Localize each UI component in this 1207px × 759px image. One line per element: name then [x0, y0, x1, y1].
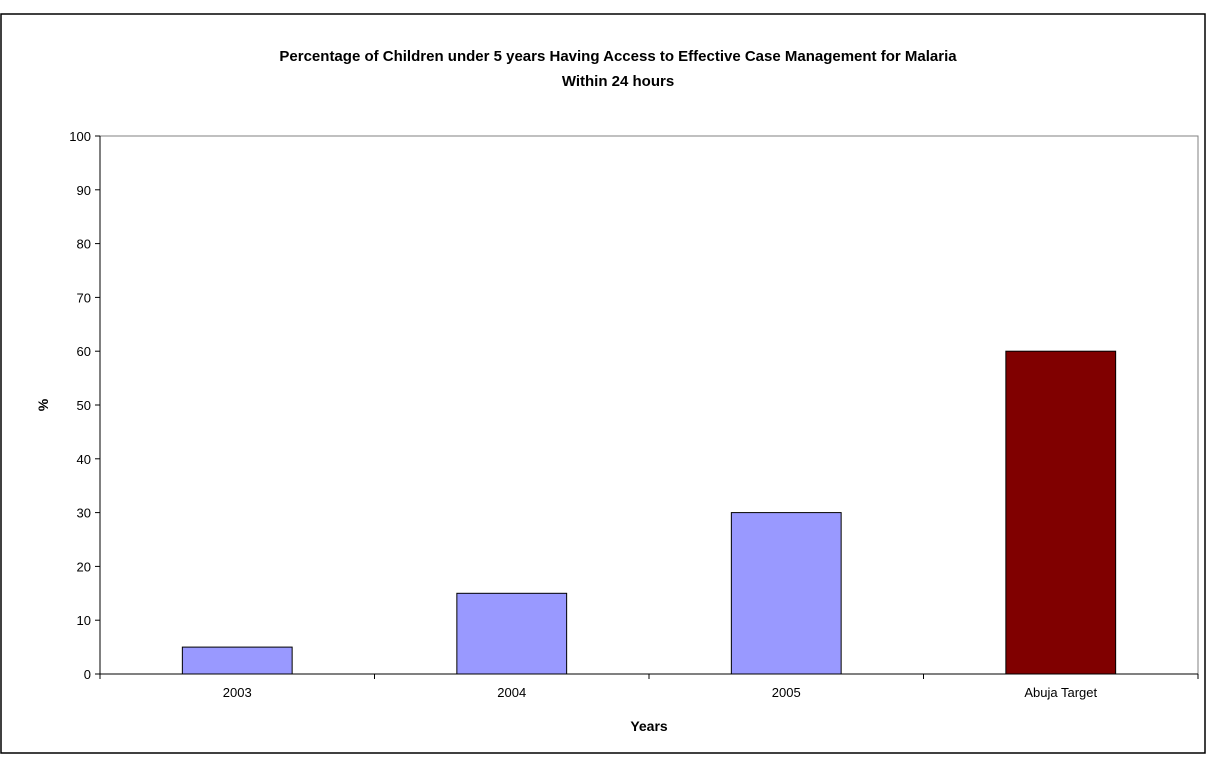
y-tick-label: 60 [77, 344, 91, 359]
y-tick-label: 20 [77, 559, 91, 574]
x-axis-title: Years [630, 718, 668, 734]
x-axis-ticks: 2003 2004 2005 Abuja Target [99, 674, 1199, 700]
bars-group [181, 350, 1117, 675]
x-tick-label: Abuja Target [1024, 685, 1097, 700]
y-tick-label: 30 [77, 506, 91, 521]
bar-abuja-target [1005, 350, 1117, 675]
chart-title-line-2: Within 24 hours [562, 73, 674, 90]
y-tick-label: 100 [69, 129, 91, 144]
y-axis-ticks: 0 10 20 30 40 50 60 70 80 90 100 [69, 129, 100, 682]
chart-title-line-1: Percentage of Children under 5 years Hav… [279, 48, 957, 65]
y-tick-label: 40 [77, 452, 91, 467]
x-tick-label: 2003 [223, 685, 252, 700]
bar-2005 [730, 512, 842, 675]
y-tick-label: 50 [77, 398, 91, 413]
y-tick-label: 10 [77, 613, 91, 628]
y-axis-title: % [35, 398, 51, 411]
bar-2003 [181, 646, 293, 675]
bar-2004 [456, 592, 568, 675]
x-tick-label: 2005 [772, 685, 801, 700]
x-tick-label: 2004 [497, 685, 526, 700]
y-tick-label: 80 [77, 237, 91, 252]
y-tick-label: 0 [84, 667, 91, 682]
y-tick-label: 70 [77, 290, 91, 305]
y-tick-label: 90 [77, 183, 91, 198]
